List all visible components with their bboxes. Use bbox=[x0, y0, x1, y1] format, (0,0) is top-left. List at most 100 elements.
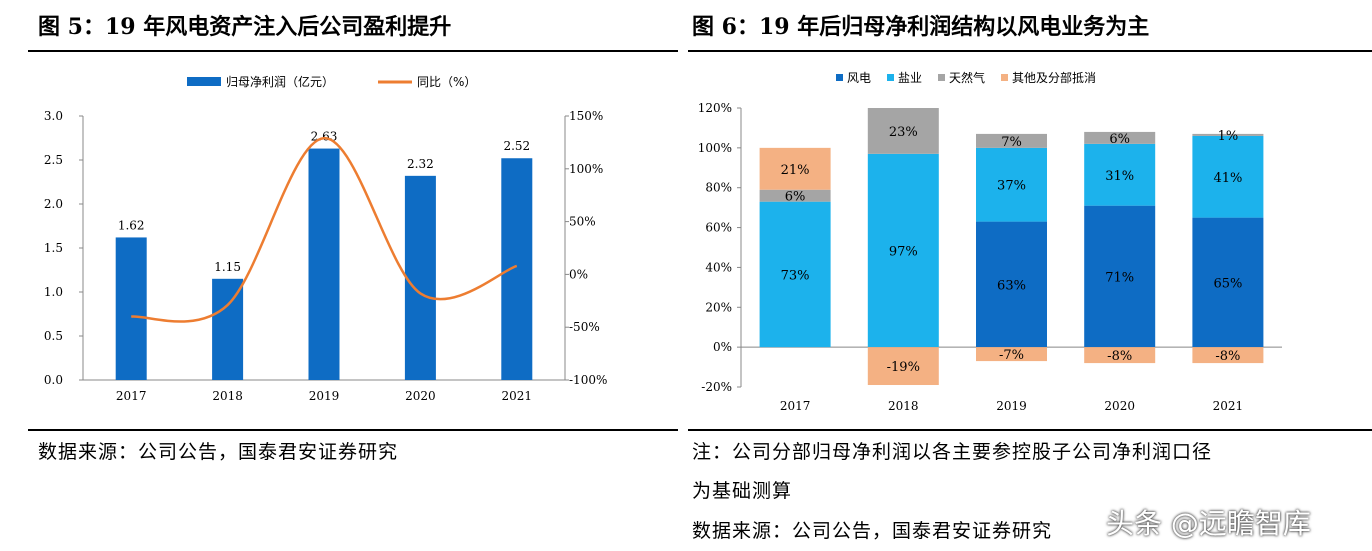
x-tick-label: 2019 bbox=[309, 389, 340, 403]
figure-6-note-line2: 为基础测算 bbox=[692, 480, 793, 502]
bar-profit bbox=[308, 148, 340, 380]
legend-label: 盐业 bbox=[898, 71, 922, 85]
stack-segment bbox=[976, 347, 1047, 362]
stack-segment bbox=[867, 347, 939, 386]
source-rule bbox=[688, 429, 1372, 431]
y-left-tick-label: 0.5 bbox=[44, 329, 63, 343]
y-tick-label: 80% bbox=[705, 181, 732, 195]
stack-segment bbox=[976, 221, 1047, 348]
segment-value-label: 1% bbox=[1218, 129, 1239, 144]
legend-label-yoy: 同比（%） bbox=[417, 75, 476, 89]
x-tick-label: 2020 bbox=[405, 389, 436, 403]
y-tick-label: 100% bbox=[698, 141, 732, 155]
y-tick-label: 40% bbox=[705, 260, 732, 274]
stack-segment bbox=[867, 108, 939, 154]
segment-value-label: 6% bbox=[1109, 132, 1130, 147]
segment-value-label: -8% bbox=[1215, 349, 1240, 364]
bar-value-label: 2.32 bbox=[407, 157, 434, 171]
y-tick-label: 60% bbox=[705, 221, 732, 235]
y-left-tick-label: 3.0 bbox=[44, 109, 63, 123]
x-tick-label: 2017 bbox=[780, 399, 811, 413]
y-right-tick-label: 100% bbox=[569, 162, 603, 176]
stack-segment bbox=[1084, 131, 1156, 144]
title-rule bbox=[688, 50, 1372, 52]
title-rule bbox=[28, 50, 678, 52]
stack-segment bbox=[976, 133, 1047, 148]
source-rule bbox=[28, 429, 678, 431]
segment-value-label: 65% bbox=[1213, 276, 1242, 291]
x-tick-label: 2021 bbox=[502, 389, 533, 403]
segment-value-label: -8% bbox=[1107, 349, 1132, 364]
legend-label-profit: 归母净利润（亿元） bbox=[226, 74, 334, 89]
legend-swatch bbox=[1001, 74, 1008, 81]
legend-label: 其他及分部抵消 bbox=[1012, 70, 1096, 85]
watermark: 头条 @远瞻智库 bbox=[1106, 507, 1311, 540]
segment-value-label: 7% bbox=[1001, 135, 1022, 150]
legend-swatch-bar bbox=[187, 77, 221, 86]
bar-profit bbox=[212, 278, 244, 380]
bar-value-label: 1.62 bbox=[118, 218, 145, 232]
stack-segment bbox=[1084, 347, 1156, 364]
bar-profit bbox=[404, 175, 436, 380]
y-left-tick-label: 2.5 bbox=[44, 153, 63, 167]
legend-swatch bbox=[836, 74, 843, 81]
y-left-tick-label: 2.0 bbox=[44, 197, 63, 211]
bar-value-label: 1.15 bbox=[214, 260, 241, 274]
legend-swatch bbox=[938, 74, 945, 81]
stack-segment bbox=[759, 201, 831, 348]
legend-swatch bbox=[887, 74, 894, 81]
segment-value-label: -19% bbox=[887, 360, 920, 375]
y-tick-label: 20% bbox=[705, 300, 732, 314]
stack-segment bbox=[867, 153, 939, 348]
line-yoy bbox=[131, 136, 518, 323]
stack-segment bbox=[759, 147, 831, 190]
bar-profit bbox=[501, 158, 533, 380]
y-tick-label: 0% bbox=[713, 340, 732, 354]
segment-value-label: 73% bbox=[781, 268, 810, 283]
stack-segment bbox=[759, 189, 831, 202]
x-tick-label: 2021 bbox=[1213, 399, 1244, 413]
x-tick-label: 2020 bbox=[1104, 399, 1135, 413]
legend-label: 天然气 bbox=[949, 70, 985, 85]
profit-structure-chart: 风电 盐业 天然气 其他及分部抵消 -20% 0% 20% 40% 60% 80% 100% 120%… bbox=[698, 70, 1282, 413]
segment-value-label: 97% bbox=[889, 244, 918, 259]
stack-segment bbox=[1192, 217, 1264, 348]
segment-value-label: 21% bbox=[781, 163, 810, 178]
bar-profit bbox=[115, 237, 147, 380]
segment-value-label: 6% bbox=[785, 190, 806, 205]
y-left-tick-label: 0.0 bbox=[44, 373, 63, 387]
profit-chart: 归母净利润（亿元） 同比（%） 0.0 0.5 1.0 1.5 2.0 2.5 3.0 -100%… bbox=[44, 74, 607, 403]
bar-value-label: 2.52 bbox=[503, 139, 530, 153]
figure-5-title: 图 5：19 年风电资产注入后公司盈利提升 bbox=[38, 14, 452, 40]
stack-segment bbox=[1192, 135, 1264, 218]
segment-value-label: 71% bbox=[1105, 270, 1134, 285]
x-tick-label: 2018 bbox=[212, 389, 243, 403]
stack-segment bbox=[1084, 205, 1156, 348]
segment-value-label: 41% bbox=[1213, 171, 1242, 186]
figure-6-source: 数据来源：公司公告，国泰君安证券研究 bbox=[692, 520, 1053, 542]
y-right-tick-label: 150% bbox=[569, 109, 603, 123]
y-tick-label: 120% bbox=[698, 101, 732, 115]
figure-6-title: 图 6：19 年后归母净利润结构以风电业务为主 bbox=[692, 14, 1150, 40]
y-left-tick-label: 1.5 bbox=[44, 241, 63, 255]
y-right-tick-label: -100% bbox=[569, 373, 607, 387]
y-tick-label: -20% bbox=[701, 380, 732, 394]
legend-label: 风电 bbox=[847, 71, 871, 85]
stack-segment bbox=[1192, 133, 1264, 136]
segment-value-label: 37% bbox=[997, 179, 1026, 194]
y-right-tick-label: -50% bbox=[569, 320, 600, 334]
segment-value-label: 23% bbox=[889, 125, 918, 140]
x-tick-label: 2017 bbox=[116, 389, 147, 403]
stack-segment bbox=[1192, 347, 1264, 364]
segment-value-label: 63% bbox=[997, 278, 1026, 293]
y-right-tick-label: 50% bbox=[569, 215, 596, 229]
x-tick-label: 2019 bbox=[996, 399, 1027, 413]
segment-value-label: 31% bbox=[1105, 169, 1134, 184]
stack-segment bbox=[976, 147, 1047, 222]
x-tick-label: 2018 bbox=[888, 399, 919, 413]
y-left-tick-label: 1.0 bbox=[44, 285, 63, 299]
figure-6-note-line1: 注：公司分部归母净利润以各主要参控股子公司净利润口径 bbox=[692, 441, 1213, 463]
figure-5-source: 数据来源：公司公告，国泰君安证券研究 bbox=[38, 441, 399, 463]
y-right-tick-label: 0% bbox=[569, 267, 588, 281]
stack-segment bbox=[1084, 143, 1156, 206]
